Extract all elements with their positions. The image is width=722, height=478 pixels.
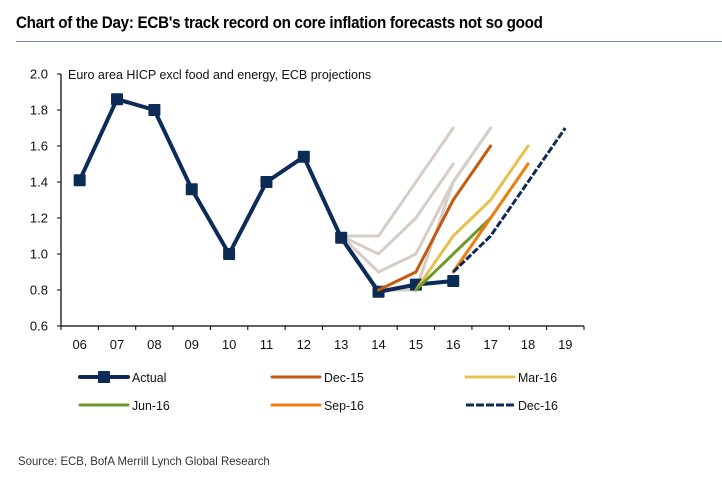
y-tick-label: 1.0 bbox=[30, 247, 48, 262]
legend-swatch bbox=[270, 375, 322, 379]
legend-swatch bbox=[78, 403, 130, 407]
legend-label: Dec-16 bbox=[518, 397, 558, 413]
data-point-marker bbox=[111, 93, 124, 106]
y-tick-label: 1.6 bbox=[30, 139, 48, 154]
x-tick-label: 09 bbox=[185, 337, 199, 352]
x-tick-label: 13 bbox=[334, 337, 348, 352]
legend-label: Jun-16 bbox=[132, 397, 170, 413]
axes: 0.6 0.8 1.0 1.2 1.4 1.6 1.8 2.0 06 07 08 09 10 11 12 13… bbox=[30, 67, 585, 352]
data-point-marker bbox=[297, 150, 310, 163]
y-tick-label: 1.8 bbox=[30, 103, 48, 118]
series-dec-15 bbox=[377, 144, 493, 292]
data-point-marker bbox=[447, 275, 460, 287]
series-mar-16 bbox=[414, 144, 530, 292]
y-tick-label: 2.0 bbox=[30, 67, 48, 82]
x-tick-label: 08 bbox=[147, 337, 161, 352]
legend-label: Mar-16 bbox=[518, 369, 558, 385]
y-tick-label: 1.2 bbox=[30, 211, 48, 226]
data-point-marker bbox=[223, 248, 236, 260]
x-tick-label: 10 bbox=[222, 337, 236, 352]
legend-swatch bbox=[466, 403, 514, 407]
data-point-marker bbox=[185, 183, 198, 196]
series-line-earlier-projection-d bbox=[339, 126, 493, 292]
data-point-marker bbox=[260, 176, 273, 188]
x-tick-label: 12 bbox=[297, 337, 311, 352]
legend-marker bbox=[98, 371, 110, 383]
y-tick-label: 1.4 bbox=[30, 175, 48, 190]
y-tick-label: 0.8 bbox=[30, 283, 48, 298]
x-tick-label: 18 bbox=[521, 337, 535, 352]
x-tick-label: 06 bbox=[72, 337, 86, 352]
series-line-dec-16 bbox=[452, 127, 567, 274]
legend-swatch bbox=[464, 375, 516, 379]
x-tick-label: 19 bbox=[558, 337, 572, 352]
x-tick-label: 17 bbox=[483, 337, 497, 352]
data-point-marker bbox=[148, 104, 161, 116]
page-title: Chart of the Day: ECB's track record on … bbox=[16, 14, 543, 32]
legend-label: Dec-15 bbox=[324, 369, 364, 385]
series-earlier-projection-d bbox=[339, 126, 493, 292]
legend-item-dec-16: Dec-16 bbox=[464, 397, 560, 413]
series-actual bbox=[73, 93, 460, 298]
legend-swatch bbox=[270, 403, 322, 407]
series-dec-16 bbox=[452, 127, 567, 274]
y-tick-label: 0.6 bbox=[30, 319, 48, 334]
legend-item-mar-16: Mar-16 bbox=[464, 369, 559, 385]
series-line-sep-16 bbox=[451, 162, 530, 274]
series-line-dec-15 bbox=[377, 144, 493, 292]
x-tick-label: 15 bbox=[409, 337, 423, 352]
series-line-mar-16 bbox=[414, 144, 530, 292]
series-line-earlier-projection-a bbox=[339, 126, 455, 238]
series-earlier-projection-b bbox=[339, 162, 455, 256]
series-sep-16 bbox=[451, 162, 530, 274]
data-point-marker bbox=[335, 231, 348, 244]
legend-item-sep-16: Sep-16 bbox=[270, 397, 366, 413]
legend-label: Sep-16 bbox=[324, 397, 364, 413]
series-jun-16 bbox=[414, 216, 493, 292]
source-note: Source: ECB, BofA Merrill Lynch Global R… bbox=[18, 454, 270, 468]
data-point-marker bbox=[73, 174, 86, 187]
x-tick-label: 16 bbox=[446, 337, 460, 352]
series-layer bbox=[73, 93, 567, 298]
chart-subtitle: Euro area HICP excl food and energy, ECB… bbox=[68, 68, 371, 82]
legend-item-actual: Actual bbox=[78, 369, 168, 385]
series-line-earlier-projection-b bbox=[339, 162, 455, 256]
legend-label: Actual bbox=[132, 369, 167, 385]
series-line-jun-16 bbox=[414, 216, 493, 292]
series-earlier-projection-a bbox=[339, 126, 455, 238]
x-tick-label: 07 bbox=[110, 337, 124, 352]
x-tick-label: 14 bbox=[371, 337, 385, 352]
x-tick-label: 11 bbox=[260, 337, 274, 352]
legend-item-jun-16: Jun-16 bbox=[78, 397, 172, 413]
title-divider bbox=[16, 41, 722, 42]
legend-swatch bbox=[78, 371, 130, 383]
legend-item-dec-15: Dec-15 bbox=[270, 369, 366, 385]
